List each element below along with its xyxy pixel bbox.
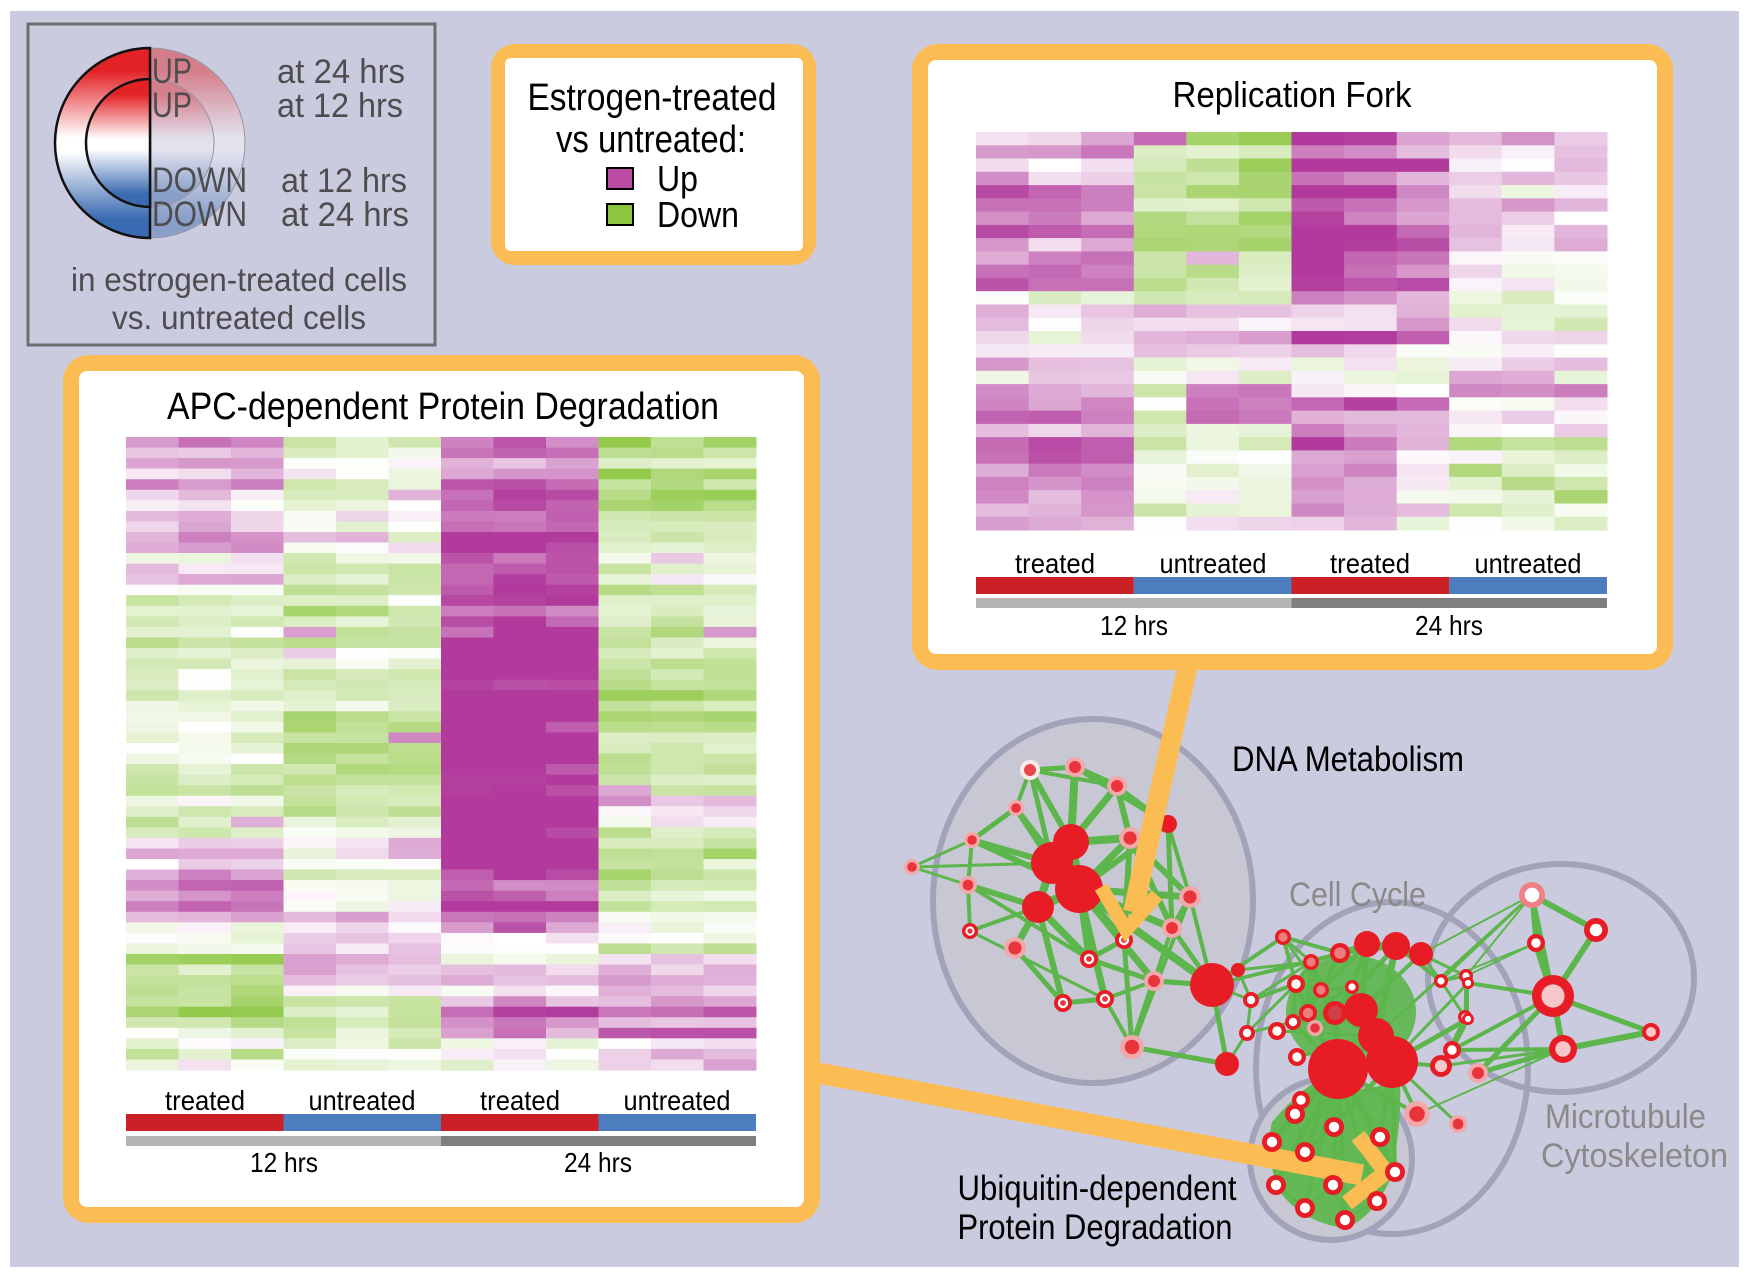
svg-text:untreated: untreated <box>1160 548 1267 579</box>
svg-text:APC-dependent Protein Degradat: APC-dependent Protein Degradation <box>167 386 719 428</box>
svg-text:Protein Degradation: Protein Degradation <box>958 1208 1233 1247</box>
svg-text:treated: treated <box>1015 548 1095 579</box>
svg-text:at 24 hrs: at 24 hrs <box>281 196 409 234</box>
svg-text:Cell Cycle: Cell Cycle <box>1289 876 1426 914</box>
svg-text:Estrogen-treated: Estrogen-treated <box>528 77 777 119</box>
svg-text:12 hrs: 12 hrs <box>250 1147 318 1178</box>
svg-text:DOWN: DOWN <box>152 161 247 200</box>
svg-text:at 12 hrs: at 12 hrs <box>277 87 403 125</box>
svg-text:untreated: untreated <box>309 1085 416 1116</box>
svg-text:treated: treated <box>165 1085 245 1116</box>
svg-text:in estrogen-treated cells: in estrogen-treated cells <box>71 261 407 298</box>
svg-text:vs untreated:: vs untreated: <box>556 119 746 161</box>
svg-text:Microtubule: Microtubule <box>1545 1098 1706 1136</box>
svg-text:Ubiquitin-dependent: Ubiquitin-dependent <box>958 1169 1237 1208</box>
svg-text:at 12 hrs: at 12 hrs <box>281 162 407 200</box>
svg-text:untreated: untreated <box>624 1085 731 1116</box>
svg-text:treated: treated <box>1330 548 1410 579</box>
svg-text:Cytoskeleton: Cytoskeleton <box>1541 1137 1728 1175</box>
svg-text:Down: Down <box>657 194 739 235</box>
svg-text:vs. untreated cells: vs. untreated cells <box>112 299 366 336</box>
svg-text:12 hrs: 12 hrs <box>1100 610 1168 641</box>
svg-text:treated: treated <box>480 1085 560 1116</box>
svg-text:DNA Metabolism: DNA Metabolism <box>1232 740 1464 779</box>
svg-text:at 24 hrs: at 24 hrs <box>277 53 405 91</box>
svg-text:Replication Fork: Replication Fork <box>1173 74 1413 115</box>
svg-text:UP: UP <box>152 52 192 91</box>
svg-text:24 hrs: 24 hrs <box>564 1147 632 1178</box>
svg-text:untreated: untreated <box>1475 548 1582 579</box>
svg-text:DOWN: DOWN <box>152 195 247 234</box>
svg-text:UP: UP <box>152 86 192 125</box>
svg-text:24 hrs: 24 hrs <box>1415 610 1483 641</box>
svg-text:Up: Up <box>657 158 698 199</box>
